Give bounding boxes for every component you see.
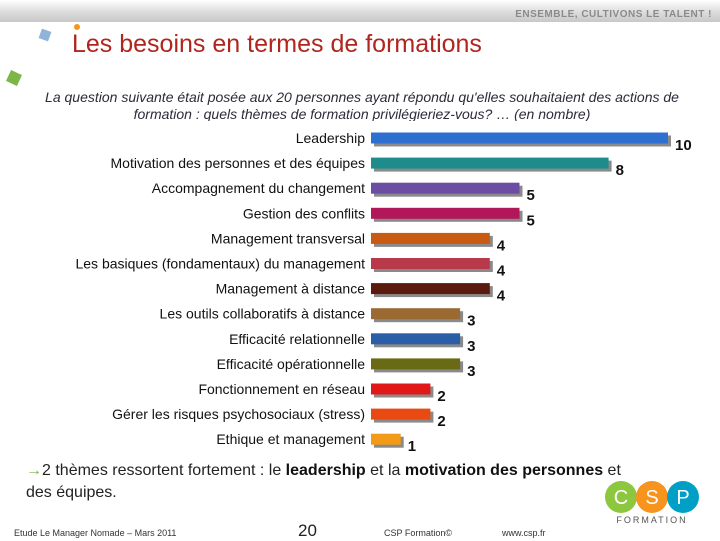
- value-label-gestion-des-conflits: 5: [527, 212, 535, 229]
- bar-accompagnement-du-changement: [371, 182, 520, 194]
- bar-management-transversal: [371, 232, 490, 244]
- arrow-icon: →: [26, 462, 42, 479]
- logo-circle-c: [605, 481, 637, 513]
- category-label-efficacite-operationnelle: Efficacité opérationnelle: [217, 356, 366, 372]
- footer-copyright: CSP Formation©: [384, 528, 452, 538]
- logo-letter-c: C: [614, 487, 628, 509]
- bar-les-basiques-fondamentaux-du-management: [371, 258, 490, 269]
- bar-motivation-des-personnes-et-des-equipes: [371, 157, 609, 169]
- category-label-ethique-et-management: Ethique et management: [216, 431, 365, 447]
- conclusion-text: →2 thèmes ressortent fortement : le lead…: [26, 462, 621, 501]
- value-label-accompagnement-du-changement: 5: [527, 187, 535, 204]
- value-label-ethique-et-management: 1: [408, 438, 416, 455]
- top-banner: ENSEMBLE, CULTIVONS LE TALENT !: [0, 0, 720, 22]
- value-label-les-outils-collaboratifs-a-distance: 3: [467, 313, 475, 330]
- bar-chart: Leadership 10 Motivation des personnes et …: [75, 130, 692, 455]
- bar-efficacite-relationnelle: [371, 333, 461, 345]
- category-label-les-basiques-fondamentaux-du-management: Les basiques (fondamentaux) du managemen…: [75, 256, 365, 272]
- category-label-management-a-distance: Management à distance: [216, 281, 366, 297]
- bar-efficacite-operationnelle: [371, 358, 461, 370]
- bar-management-a-distance: [371, 283, 490, 295]
- bar-gestion-des-conflits: [371, 207, 520, 219]
- logo-circle-p: [667, 481, 699, 513]
- footer-website: www.csp.fr: [502, 528, 546, 538]
- value-label-efficacite-operationnelle: 3: [467, 363, 475, 380]
- category-label-gestion-des-conflits: Gestion des conflits: [243, 205, 365, 221]
- page-title: Les besoins en termes de formations: [72, 30, 482, 58]
- logo-circle-s: [636, 481, 668, 513]
- category-label-management-transversal: Management transversal: [211, 230, 365, 246]
- decor-square-blue: [38, 28, 52, 42]
- bar-fonctionnement-en-reseau: [371, 383, 431, 395]
- bar-les-outils-collaboratifs-a-distance: [371, 308, 461, 320]
- logo-letter-s: S: [645, 487, 658, 509]
- page-number: 20: [298, 521, 317, 540]
- csp-logo: C S P FORMATION: [605, 481, 699, 525]
- category-label-gerer-les-risques-psychosociaux-stress: Gérer les risques psychosociaux (stress): [112, 406, 365, 422]
- intro-question: La question suivante était posée aux 20 …: [45, 89, 679, 121]
- value-label-motivation-des-personnes-et-des-equipes: 8: [616, 162, 624, 179]
- bar-ethique-et-management: [371, 433, 401, 445]
- value-label-management-transversal: 4: [497, 237, 506, 254]
- bar-gerer-les-risques-psychosociaux-stress: [371, 408, 431, 420]
- slogan: ENSEMBLE, CULTIVONS LE TALENT !: [515, 9, 712, 20]
- category-label-motivation-des-personnes-et-des-equipes: Motivation des personnes et des équipes: [111, 155, 366, 171]
- value-label-les-basiques-fondamentaux-du-management: 4: [497, 263, 506, 280]
- decor-square-green: [6, 70, 22, 86]
- category-label-efficacite-relationnelle: Efficacité relationnelle: [229, 331, 365, 347]
- value-label-management-a-distance: 4: [497, 288, 506, 305]
- logo-letter-p: P: [676, 487, 689, 509]
- footer-study: Etude Le Manager Nomade – Mars 2011: [14, 528, 177, 538]
- value-label-gerer-les-risques-psychosociaux-stress: 2: [437, 413, 445, 430]
- logo-subtitle: FORMATION: [616, 515, 687, 525]
- bar-leadership: [371, 132, 668, 144]
- decor-square-orange: [74, 24, 80, 30]
- value-label-leadership: 10: [675, 137, 692, 154]
- value-label-fonctionnement-en-reseau: 2: [437, 388, 445, 405]
- value-label-efficacite-relationnelle: 3: [467, 338, 475, 355]
- category-label-leadership: Leadership: [296, 130, 365, 146]
- category-label-accompagnement-du-changement: Accompagnement du changement: [152, 180, 365, 196]
- category-label-les-outils-collaboratifs-a-distance: Les outils collaboratifs à distance: [160, 306, 366, 322]
- category-label-fonctionnement-en-reseau: Fonctionnement en réseau: [198, 381, 365, 397]
